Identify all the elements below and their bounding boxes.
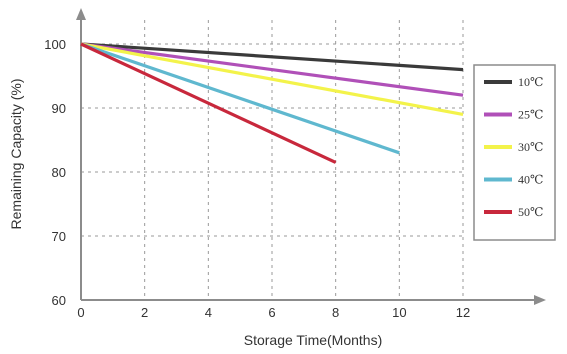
y-tick-label: 70: [52, 229, 66, 244]
legend-label-4: 50℃: [518, 205, 543, 219]
axes: [76, 8, 546, 305]
series-lines: [80, 42, 464, 164]
y-tick-labels: 60 70 80 90 100: [44, 37, 66, 308]
legend-label-1: 25℃: [518, 108, 543, 122]
series-line-2: [80, 42, 464, 116]
legend-label-0: 10℃: [518, 75, 543, 89]
series-line-1: [80, 42, 464, 97]
x-tick-labels: 0 2 4 6 8 10 12: [77, 305, 470, 320]
x-tick-label: 4: [205, 305, 212, 320]
x-tick-label: 0: [77, 305, 84, 320]
series-line-0: [80, 42, 464, 72]
legend: 10℃ 25℃ 30℃ 40℃ 50℃: [473, 64, 556, 241]
grid: [81, 20, 464, 300]
y-tick-label: 80: [52, 165, 66, 180]
x-axis-label: Storage Time(Months): [244, 332, 383, 348]
x-tick-label: 2: [141, 305, 148, 320]
x-tick-label: 10: [392, 305, 406, 320]
x-tick-label: 6: [268, 305, 275, 320]
series-line-4: [80, 42, 337, 164]
legend-label-3: 40℃: [518, 173, 543, 187]
y-tick-label: 90: [52, 101, 66, 116]
y-axis-label: Remaining Capacity (%): [8, 79, 24, 230]
y-tick-label: 60: [52, 293, 66, 308]
x-tick-label: 12: [456, 305, 470, 320]
y-axis-arrow: [76, 8, 86, 20]
x-axis-arrow: [534, 295, 546, 305]
y-tick-label: 100: [44, 37, 66, 52]
series-line-3: [80, 42, 400, 155]
legend-label-2: 30℃: [518, 140, 543, 154]
x-tick-label: 8: [332, 305, 339, 320]
